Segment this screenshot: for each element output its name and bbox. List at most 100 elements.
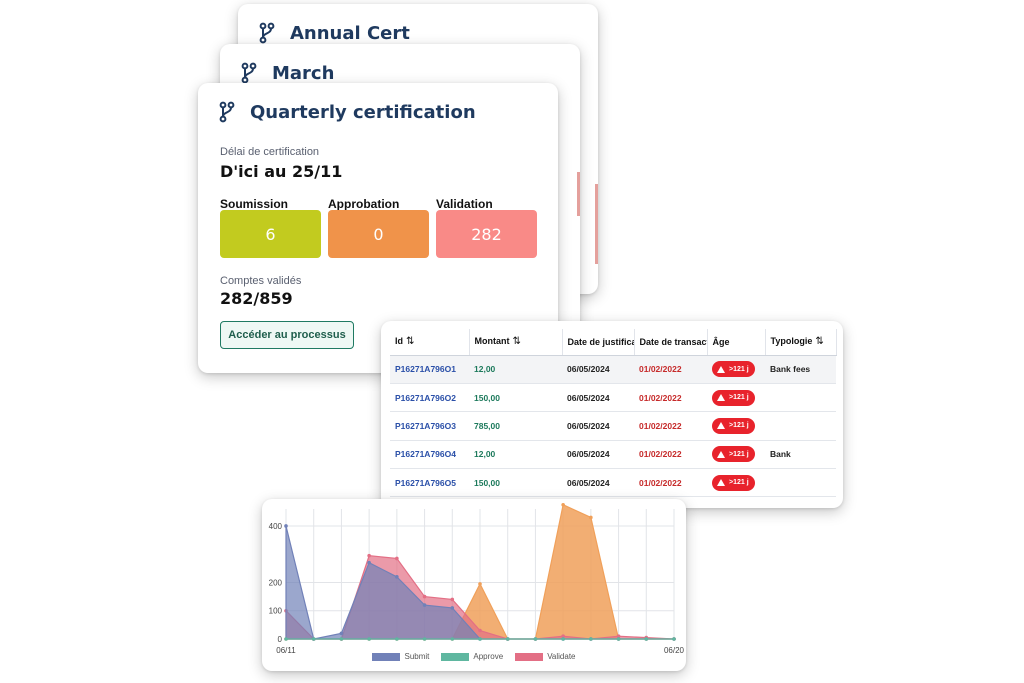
deadline-label: Délai de certification <box>220 146 320 158</box>
column-header-amount-label: Montant <box>474 336 510 347</box>
row-typology <box>765 383 836 413</box>
transactions-table: Id⇅ Montant⇅ Date de justification Date … <box>390 329 837 498</box>
row-amount: 150,00 <box>469 383 562 413</box>
legend-swatch <box>441 652 470 661</box>
data-point[interactable] <box>339 631 344 636</box>
column-header-id-label: Id <box>395 336 403 347</box>
submission-count-tile[interactable]: 6 <box>220 210 321 258</box>
validated-accounts-value: 282/859 <box>220 289 293 308</box>
data-point[interactable] <box>478 582 482 586</box>
approval-count-tile[interactable]: 0 <box>328 210 429 258</box>
row-age: >121 j <box>707 440 765 470</box>
sort-icon[interactable]: ⇅ <box>406 336 415 348</box>
data-point[interactable] <box>284 524 288 528</box>
table-row[interactable]: P16271A796O5 150,00 06/05/2024 01/02/202… <box>390 468 836 498</box>
column-header-typology-label: Typologie <box>770 336 813 347</box>
data-point[interactable] <box>672 637 676 641</box>
march-card-accent <box>577 172 580 216</box>
data-point[interactable] <box>422 637 427 641</box>
legend-item[interactable]: Approve <box>441 652 503 661</box>
branch-icon <box>241 62 257 84</box>
data-point[interactable] <box>367 637 371 641</box>
row-typology: Bank <box>765 440 836 470</box>
annual-cert-title-row: Annual Cert <box>258 22 410 44</box>
data-point[interactable] <box>505 637 510 641</box>
validated-accounts-label: Comptes validés <box>220 275 302 287</box>
data-point[interactable] <box>644 637 649 641</box>
row-age: >121 j <box>707 383 765 413</box>
column-header-justification-label: Date de justification <box>567 336 634 347</box>
age-badge: >121 j <box>712 417 755 434</box>
age-badge-label: >121 j <box>729 422 749 430</box>
legend-swatch <box>372 652 401 661</box>
table-row[interactable]: P16271A796O1 12,00 06/05/2024 01/02/2022… <box>390 355 836 384</box>
data-point[interactable] <box>422 594 427 599</box>
march-title: March <box>272 62 335 84</box>
row-typology <box>765 411 836 441</box>
row-id[interactable]: P16271A796O4 <box>390 440 469 470</box>
row-id[interactable]: P16271A796O1 <box>390 355 469 384</box>
data-point[interactable] <box>616 637 621 641</box>
column-header-age[interactable]: Âge <box>707 329 766 356</box>
data-point[interactable] <box>616 634 621 638</box>
row-amount: 150,00 <box>469 468 562 498</box>
warning-icon <box>717 365 725 373</box>
sort-icon[interactable]: ⇅ <box>815 336 824 348</box>
data-point[interactable] <box>561 502 565 507</box>
submission-count: 6 <box>265 224 276 244</box>
age-badge: >121 j <box>712 474 755 491</box>
warning-icon <box>717 450 725 458</box>
row-id[interactable]: P16271A796O3 <box>390 411 469 441</box>
data-point[interactable] <box>367 560 371 565</box>
age-badge-label: >121 j <box>729 450 749 458</box>
row-amount: 785,00 <box>469 411 562 441</box>
table-row[interactable]: P16271A796O3 785,00 06/05/2024 01/02/202… <box>390 411 836 441</box>
age-badge: >121 j <box>712 361 755 378</box>
column-header-id[interactable]: Id ⇅ <box>390 329 470 356</box>
data-point[interactable] <box>450 606 455 610</box>
row-typology: Bank fees <box>765 355 836 384</box>
validation-count-tile[interactable]: 282 <box>436 210 537 258</box>
row-id[interactable]: P16271A796O5 <box>390 468 469 498</box>
data-point[interactable] <box>533 637 538 641</box>
data-point[interactable] <box>395 556 399 561</box>
quarterly-title: Quarterly certification <box>250 101 476 123</box>
column-header-amount[interactable]: Montant ⇅ <box>469 329 563 356</box>
data-point[interactable] <box>284 637 288 641</box>
data-point[interactable] <box>589 515 593 520</box>
row-transaction-date: 01/02/2022 <box>634 440 707 470</box>
data-point[interactable] <box>589 637 593 641</box>
approval-label: Approbation <box>328 197 400 211</box>
data-point[interactable] <box>311 637 316 641</box>
data-point[interactable] <box>422 603 427 607</box>
y-tick-label: 100 <box>269 607 283 616</box>
data-point[interactable] <box>561 637 565 641</box>
data-point[interactable] <box>395 575 399 579</box>
legend-item[interactable]: Validate <box>515 652 576 661</box>
legend-item[interactable]: Submit <box>372 652 429 661</box>
column-header-transaction-date[interactable]: Date de transaction <box>634 329 708 356</box>
column-header-typology[interactable]: Typologie ⇅ <box>765 329 837 356</box>
y-tick-label: 400 <box>269 522 283 531</box>
data-point[interactable] <box>478 628 482 633</box>
row-transaction-date: 01/02/2022 <box>634 468 707 498</box>
column-header-justification-date[interactable]: Date de justification <box>562 329 635 356</box>
sort-icon[interactable]: ⇅ <box>512 336 521 348</box>
age-badge-label: >121 j <box>729 365 749 373</box>
table-row[interactable]: P16271A796O2 150,00 06/05/2024 01/02/202… <box>390 383 836 413</box>
validation-label: Validation <box>436 197 493 211</box>
table-row[interactable]: P16271A796O4 12,00 06/05/2024 01/02/2022… <box>390 440 836 470</box>
legend-label: Approve <box>473 652 504 661</box>
data-point[interactable] <box>395 637 399 641</box>
data-point[interactable] <box>561 634 565 638</box>
row-transaction-date: 01/02/2022 <box>634 355 707 384</box>
data-point[interactable] <box>367 553 371 558</box>
access-process-button[interactable]: Accéder au processus <box>220 321 354 349</box>
data-point[interactable] <box>450 597 455 602</box>
row-id[interactable]: P16271A796O2 <box>390 383 469 413</box>
data-point[interactable] <box>450 637 455 641</box>
age-badge: >121 j <box>712 389 755 406</box>
row-transaction-date: 01/02/2022 <box>634 411 707 441</box>
data-point[interactable] <box>339 637 344 641</box>
data-point[interactable] <box>478 637 482 641</box>
